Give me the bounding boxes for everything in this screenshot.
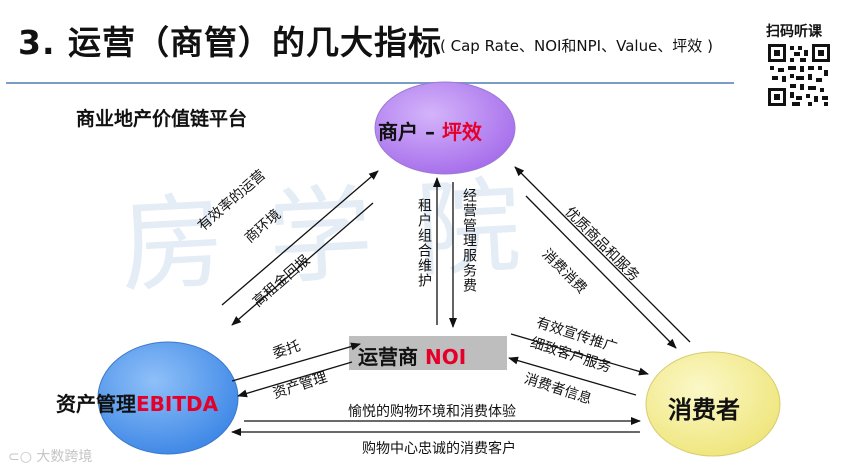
label-tenant-mix: 租户组合维护 (416, 198, 432, 288)
operator-metric: NOI (424, 345, 467, 369)
consumer-node (645, 351, 781, 457)
arrow-tenant-to-consumer (525, 195, 677, 349)
page-subtitle: ( Cap Rate、NOI和NPI、Value、坪效 ) (440, 37, 713, 55)
arrow-operator-to-asset (237, 361, 353, 398)
logo-icon: ⊂○ (8, 449, 37, 465)
arrow-asset-to-operator (231, 342, 361, 382)
arrow-consumer-to-operator (508, 356, 637, 396)
footer-logo: ⊂○ 大数跨境 (8, 446, 92, 466)
consumer-label: 消费者 (668, 396, 740, 424)
asset-metric: EBITDA (136, 392, 219, 416)
label-loyal-customers: 购物中心忠诚的消费客户 (362, 441, 516, 457)
tenant-name: 商户 – (378, 120, 442, 144)
arrow-asset-to-tenant (221, 170, 379, 306)
page-title: 3. 运营（商管）的几大指标 (18, 23, 442, 62)
operator-node (349, 336, 507, 370)
tenant-node (374, 81, 516, 175)
operator-name: 运营商 (358, 345, 425, 369)
arrow-consumer-to-tenant (514, 166, 691, 343)
asset-label: 资产管理EBITDA (56, 388, 218, 417)
asset-node (97, 341, 239, 455)
title-divider (6, 82, 734, 84)
label-management-fee: 经营管理服务费 (461, 188, 477, 293)
operator-label: 运营商 NOI (358, 341, 466, 370)
tenant-metric: 坪效 (441, 120, 482, 144)
logo-text: 大数跨境 (36, 449, 93, 465)
qr-code-icon[interactable] (768, 44, 830, 106)
asset-name: 资产管理 (56, 392, 136, 416)
tenant-label: 商户 – 坪效 (378, 116, 482, 145)
qr-label: 扫码听课 (766, 24, 822, 40)
label-pleasant-environment: 愉悦的购物环境和消费体验 (348, 404, 516, 420)
arrow-operator-to-consumer (510, 333, 649, 376)
platform-title: 商业地产价值链平台 (76, 108, 248, 130)
arrow-tenant-to-asset (231, 202, 374, 326)
